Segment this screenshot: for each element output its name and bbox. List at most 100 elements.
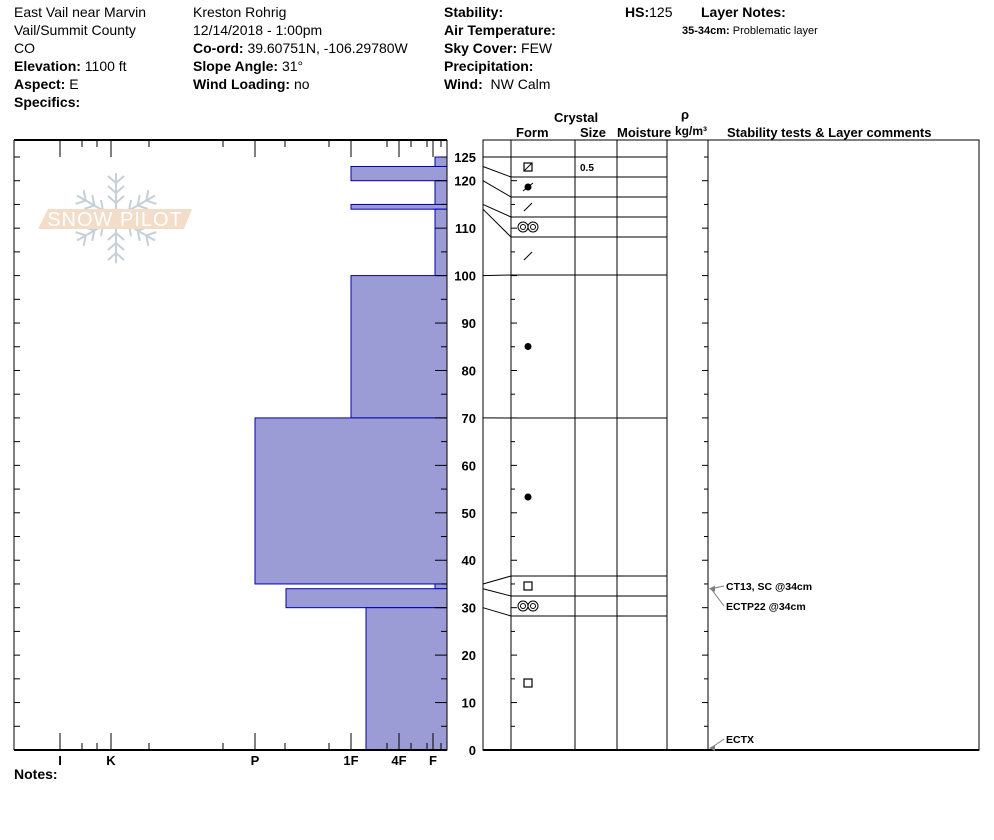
layer-connector [482,588,512,597]
faceted-icon [523,581,533,591]
hardness-tick-label: K [106,753,116,768]
depth-tick-label: 120 [454,174,476,189]
ring-inner [530,224,536,230]
layer-connector [482,274,512,277]
hardness-bar [434,156,448,167]
hardness-tick-label: I [58,753,62,768]
hs: HS:125 [625,3,672,21]
square [523,162,533,172]
snowflake-branch [75,231,87,247]
aspect-value: E [69,76,79,92]
snowflake-branch [107,185,125,195]
layer-note-text: Problematic layer [732,25,818,37]
specifics-label: Specifics: [14,94,81,110]
layer-note-range: 35-34cm: [682,25,730,37]
ring-inner [520,603,526,609]
precip-label: Precipitation: [444,58,534,74]
hardness-bar [434,583,448,590]
hardness-bar [365,607,448,751]
hardness-bar [285,588,448,609]
hardness-tick-label: F [429,753,437,768]
stability-arrow [710,588,725,607]
hardness-bar [350,165,448,182]
slope: Slope Angle: 31° [193,57,303,75]
hs-value: 125 [649,4,673,20]
faceted-icon [523,678,533,688]
depth-tick-label: 40 [462,553,476,568]
snowflake-branch [107,231,125,241]
logo-banner [38,209,192,229]
layer-notes-label: Layer Notes: [701,4,786,20]
diag [523,162,533,172]
hardness-bar [434,180,448,205]
coord-value: 39.60751N, -106.29780W [247,40,408,56]
arrow-head [709,745,715,751]
layer-connector [482,203,512,218]
depth-tick-label: 125 [454,150,476,165]
observer: Kreston Rohrig [193,4,287,20]
layer-connector [482,607,512,617]
ring [527,600,539,612]
layer-connector [482,575,512,585]
depth-tick-label: 70 [462,411,476,426]
coord-label: Co-ord: [193,40,244,56]
wind-loading-value: no [293,76,310,92]
col-stability: Stability tests & Layer comments [727,125,932,140]
slash [523,202,533,212]
col-density-unit: kg/m³ [675,124,708,138]
depth-tick-label: 90 [462,316,476,331]
diag [522,182,534,192]
coord: Co-ord: 39.60751N, -106.29780W [193,39,408,57]
layer-connector [482,166,512,178]
wind-value: NW Calm [490,76,551,92]
stability-test-label: ECTX [726,734,754,746]
square [523,581,533,591]
wind: Wind: NW Calm [444,75,550,93]
location: East Vail near Marvin [14,4,147,20]
sky-cover: Sky Cover: FEW [444,39,552,57]
ring-inner [520,224,526,230]
dot [524,343,532,350]
depth-tick-label: 110 [455,221,476,236]
square [523,678,533,688]
snowflake-branch [107,251,125,261]
rounded-grains-icon [524,493,532,501]
ring [527,221,539,233]
region: Vail/Summit County [14,22,136,38]
hardness-tick-label: 4F [391,753,406,768]
layer-grid-frame [482,139,980,751]
snowflake-branch [145,231,157,247]
aspect: Aspect: E [14,75,79,93]
wind-label: Wind: [444,76,483,92]
depth-tick-label: 100 [454,269,476,284]
melt-freeze-crust-icon [522,182,534,192]
elevation: Elevation: 1100 ft [14,57,127,75]
depth-tick-label: 30 [462,601,476,616]
layer-connector [482,208,512,238]
logo-text: SNOW PILOT [47,209,183,231]
slope-value: 31° [281,58,304,74]
hardness-bar [254,417,448,585]
sky-label: Sky Cover: [444,40,518,56]
decomposing-icon [523,251,533,261]
snowpilot-logo: SNOW PILOT [38,173,192,263]
depth-tick-label: 20 [462,648,476,663]
hardness-bar [350,203,448,210]
ring [517,221,529,233]
col-crystal: Crystal [554,110,599,125]
ring-inner [530,603,536,609]
col-form: Form [516,125,549,140]
col-rho: ρ [681,107,690,122]
hardness-tick-label: P [251,753,260,768]
snowflake-branch [107,241,125,251]
rounded-grains-icon [524,343,532,350]
slash [523,251,533,261]
wind-loading: Wind Loading: no [193,75,310,93]
state: CO [14,40,35,56]
notes-label: Notes: [14,766,58,782]
depth-tick-label: 60 [462,458,476,473]
wind-loading-label: Wind Loading: [193,76,291,92]
col-size: Size [580,125,607,140]
ring [517,600,529,612]
